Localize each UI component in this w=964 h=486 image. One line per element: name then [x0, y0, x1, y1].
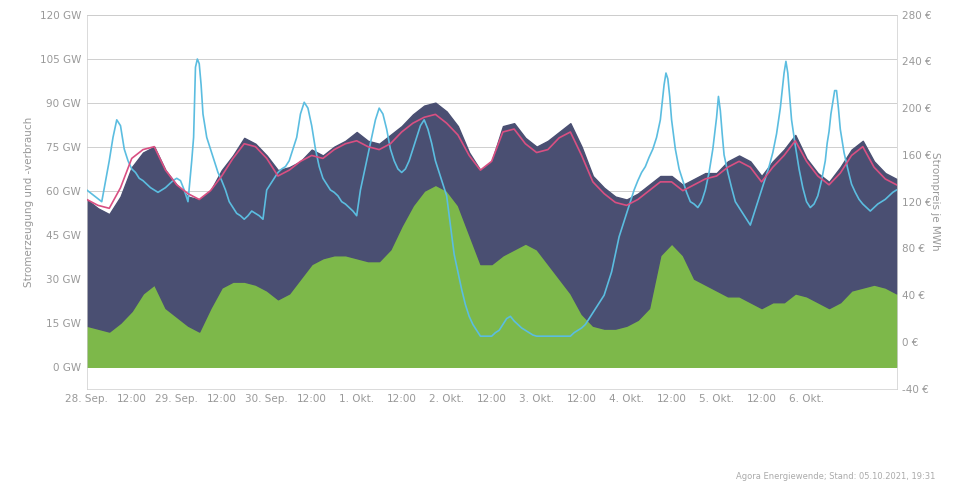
Legend: Konv. Kraftwerke, Regenerative Erzeugung, Strompreis, Stromverbrauch: Konv. Kraftwerke, Regenerative Erzeugung… [184, 484, 718, 486]
Y-axis label: Stromerzeugung und -verbrauch: Stromerzeugung und -verbrauch [24, 117, 35, 287]
Text: Agora Energiewende; Stand: 05.10.2021, 19:31: Agora Energiewende; Stand: 05.10.2021, 1… [736, 472, 935, 481]
Y-axis label: Strompreis je MWh: Strompreis je MWh [930, 153, 940, 251]
